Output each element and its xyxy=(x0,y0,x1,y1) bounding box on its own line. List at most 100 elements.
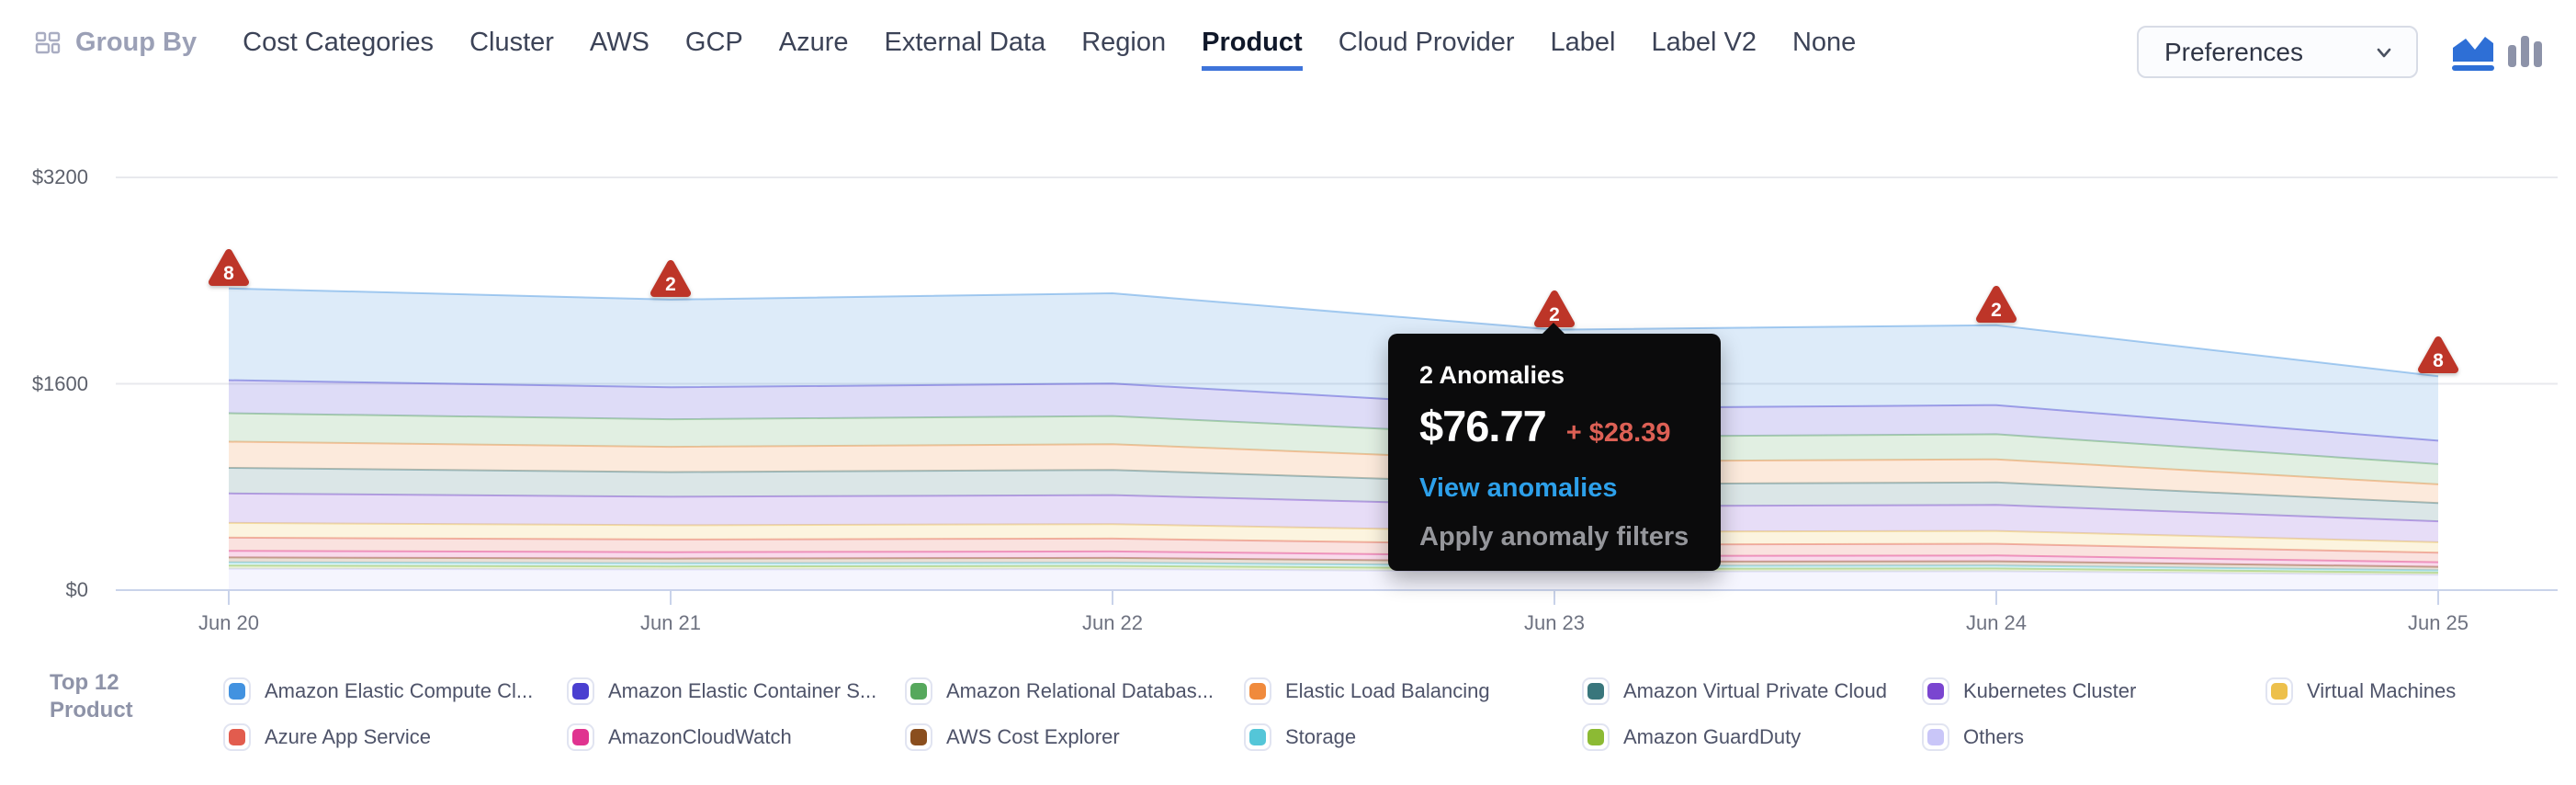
bar-chart-view-button[interactable] xyxy=(2499,26,2550,77)
legend-item-amazoncloudwatch[interactable]: AmazonCloudWatch xyxy=(567,722,792,752)
area-band-amazoncloudwatch[interactable] xyxy=(229,551,2438,567)
y-tick-label: $1600 xyxy=(31,371,88,395)
tab-label-v2[interactable]: Label V2 xyxy=(1651,28,1757,57)
legend-swatch-color xyxy=(910,729,927,745)
legend-swatch xyxy=(1922,677,1949,705)
legend-item-others[interactable]: Others xyxy=(1922,722,2024,752)
area-band-others[interactable] xyxy=(229,568,2438,590)
x-tick-label: Jun 23 xyxy=(1523,611,1586,634)
area-band-amazon-guardduty[interactable] xyxy=(229,565,2438,575)
svg-text:2: 2 xyxy=(1991,300,2002,321)
preferences-label: Preferences xyxy=(2164,37,2303,66)
tab-cost-categories[interactable]: Cost Categories xyxy=(243,28,435,57)
view-anomalies-link[interactable]: View anomalies xyxy=(1419,473,1618,503)
legend-item-kubernetes-cluster[interactable]: Kubernetes Cluster xyxy=(1922,677,2136,706)
area-chart-icon xyxy=(2452,37,2494,71)
legend-item-amazon-relational-databas-[interactable]: Amazon Relational Databas... xyxy=(905,677,1214,706)
area-band-amazon-elastic-container-s-[interactable] xyxy=(229,380,2438,464)
legend-swatch xyxy=(1582,723,1610,751)
apply-anomaly-filters-link[interactable]: Apply anomaly filters xyxy=(1419,522,1689,552)
legend-swatch-color xyxy=(572,729,589,745)
legend-swatch-color xyxy=(1249,683,1266,700)
area-chart-view-button[interactable] xyxy=(2447,26,2499,77)
anomaly-marker-jun-21[interactable]: 2 xyxy=(650,259,692,298)
legend-item-virtual-machines[interactable]: Virtual Machines xyxy=(2265,677,2456,706)
tab-none[interactable]: None xyxy=(1791,28,1857,57)
legend-swatch-color xyxy=(2271,683,2288,700)
group-by-tabs: Cost Categories Cluster AWS GCP Azure Externa… xyxy=(243,26,1856,71)
group-by-label: Group By xyxy=(75,28,198,57)
preferences-dropdown[interactable]: Preferences xyxy=(2137,26,2418,78)
svg-text:8: 8 xyxy=(2433,350,2444,371)
legend-swatch-color xyxy=(229,683,245,700)
warning-triangle-icon: 8 xyxy=(2418,336,2458,374)
legend-swatch xyxy=(223,677,251,705)
legend-swatch-color xyxy=(1249,729,1266,745)
legend-item-elastic-load-balancing[interactable]: Elastic Load Balancing xyxy=(1244,677,1490,706)
tab-azure[interactable]: Azure xyxy=(778,28,849,57)
legend-swatch xyxy=(567,723,594,751)
group-by-control: Group By xyxy=(34,26,197,58)
legend-item-azure-app-service[interactable]: Azure App Service xyxy=(223,722,431,752)
tab-cluster[interactable]: Cluster xyxy=(469,28,554,57)
legend-swatch xyxy=(1244,677,1271,705)
legend-label: Amazon GuardDuty xyxy=(1623,725,1802,748)
legend-title: Top 12 Product xyxy=(50,670,133,722)
legend-swatch xyxy=(2265,677,2293,705)
warning-triangle-icon: 2 xyxy=(650,259,691,297)
area-band-amazon-relational-databas-[interactable] xyxy=(229,413,2438,484)
tooltip-arrow xyxy=(1541,323,1566,336)
legend-item-amazon-virtual-private-cloud[interactable]: Amazon Virtual Private Cloud xyxy=(1582,677,1887,706)
legend-label: Others xyxy=(1963,725,2025,748)
legend-swatch-color xyxy=(1927,683,1944,700)
area-band-aws-cost-explorer[interactable] xyxy=(229,557,2438,571)
warning-triangle-icon: 8 xyxy=(209,248,249,286)
legend-swatch-color xyxy=(572,683,589,700)
area-band-azure-app-service[interactable] xyxy=(229,537,2438,563)
x-tick-label: Jun 24 xyxy=(1965,611,2028,634)
x-tick-label: Jun 20 xyxy=(198,611,260,634)
x-tick-label: Jun 22 xyxy=(1081,611,1144,634)
svg-text:2: 2 xyxy=(1549,304,1560,325)
bar-chart-icon xyxy=(2508,36,2542,67)
legend-label: Amazon Elastic Compute Cl... xyxy=(265,679,534,702)
area-band-amazon-virtual-private-cloud[interactable] xyxy=(229,468,2438,522)
legend-swatch-color xyxy=(1927,729,1944,745)
legend-item-amazon-guardduty[interactable]: Amazon GuardDuty xyxy=(1582,722,1801,752)
tab-cloud-provider[interactable]: Cloud Provider xyxy=(1338,28,1515,57)
legend-swatch xyxy=(1922,723,1949,751)
legend-swatch xyxy=(1244,723,1271,751)
legend-label: Amazon Relational Databas... xyxy=(946,679,1215,702)
tab-gcp[interactable]: GCP xyxy=(684,28,743,57)
area-band-amazon-elastic-compute-cl-[interactable] xyxy=(229,288,2438,441)
legend-item-amazon-elastic-compute-cl-[interactable]: Amazon Elastic Compute Cl... xyxy=(223,677,533,706)
anomaly-marker-jun-20[interactable]: 8 xyxy=(208,248,250,287)
tab-external-data[interactable]: External Data xyxy=(884,28,1046,57)
tab-region[interactable]: Region xyxy=(1081,28,1167,57)
y-tick-label: $3200 xyxy=(31,165,88,188)
tab-product[interactable]: Product xyxy=(1202,26,1303,71)
anomaly-marker-jun-24[interactable]: 2 xyxy=(1975,285,2017,324)
warning-triangle-icon: 2 xyxy=(1976,285,2017,323)
grid-layout-icon xyxy=(35,31,61,54)
legend-swatch xyxy=(905,677,932,705)
anomaly-marker-jun-25[interactable]: 8 xyxy=(2417,336,2459,374)
area-band-elastic-load-balancing[interactable] xyxy=(229,441,2438,504)
legend-item-amazon-elastic-container-s-[interactable]: Amazon Elastic Container S... xyxy=(567,677,876,706)
x-tick-label: Jun 21 xyxy=(639,611,702,634)
area-band-storage[interactable] xyxy=(229,562,2438,573)
legend-label: AWS Cost Explorer xyxy=(946,725,1120,748)
legend-item-storage[interactable]: Storage xyxy=(1244,722,1356,752)
legend-item-aws-cost-explorer[interactable]: AWS Cost Explorer xyxy=(905,722,1120,752)
legend-label: Storage xyxy=(1285,725,1357,748)
tooltip-delta: + $28.39 xyxy=(1565,418,1671,448)
legend-swatch xyxy=(905,723,932,751)
tab-aws[interactable]: AWS xyxy=(589,28,650,57)
legend-label: Virtual Machines xyxy=(2307,679,2457,702)
area-band-kubernetes-cluster[interactable] xyxy=(229,493,2438,542)
svg-text:2: 2 xyxy=(665,274,676,295)
legend-label: AmazonCloudWatch xyxy=(608,725,792,748)
area-band-virtual-machines[interactable] xyxy=(229,522,2438,553)
tab-label[interactable]: Label xyxy=(1550,28,1616,57)
